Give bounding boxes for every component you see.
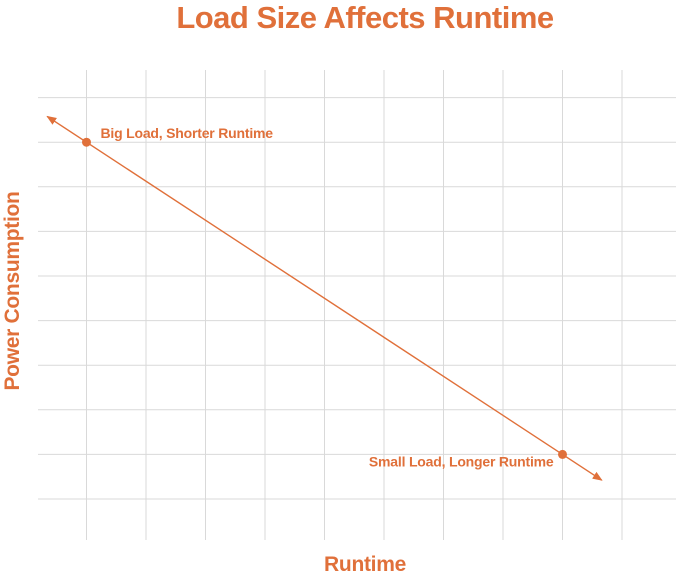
chart-title: Load Size Affects Runtime	[176, 0, 554, 35]
data-point	[558, 449, 567, 459]
data-point	[82, 137, 91, 147]
y-axis-label: Power Consumption	[1, 191, 24, 390]
data-point-label: Small Load, Longer Runtime	[369, 453, 554, 469]
data-point-label: Big Load, Shorter Runtime	[101, 125, 274, 141]
series-line	[46, 115, 603, 481]
series: Big Load, Shorter Runtime Small Load, Lon…	[46, 115, 603, 481]
x-axis-label: Runtime	[324, 553, 406, 573]
